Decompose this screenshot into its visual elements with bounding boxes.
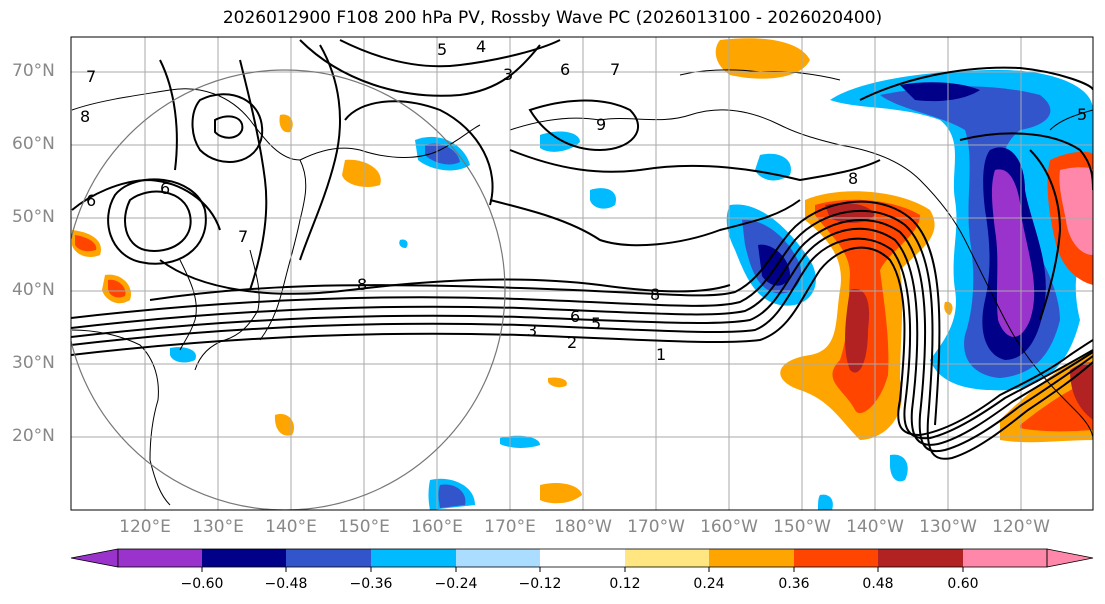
region-circle (71, 69, 506, 510)
contour-label: 3 (527, 321, 537, 340)
lon-label: 170°W (627, 517, 685, 537)
lat-label: 70°N (12, 61, 55, 81)
plot-frame (70, 36, 1094, 511)
map-title: 2026012900 F108 200 hPa PV, Rossby Wave … (222, 8, 883, 28)
contour-label: 8 (848, 169, 858, 188)
colorbar-tick-label: 0.60 (947, 576, 979, 592)
lat-label: 20°N (12, 426, 55, 446)
colorbar-segment (456, 549, 540, 567)
lon-label: 130°E (192, 517, 244, 537)
colorbar-segment (709, 549, 794, 567)
contour-label: 6 (560, 60, 570, 79)
contour-label: 8 (357, 275, 367, 294)
contour-label: 6 (160, 179, 170, 198)
contour-label: 6 (86, 191, 96, 210)
lat-label: 60°N (12, 134, 55, 154)
colorbar-segment (371, 549, 456, 567)
colorbar-segment (540, 549, 625, 567)
contour-label: 5 (437, 40, 447, 59)
lon-label: 150°W (773, 517, 831, 537)
contour-label: 9 (596, 115, 606, 134)
colorbar-tick-label: 0.12 (609, 576, 641, 592)
lon-label: 120°W (992, 517, 1050, 537)
lon-label: 170°E (484, 517, 536, 537)
colorbar-tick-label: −0.60 (180, 576, 224, 592)
lon-label: 160°E (411, 517, 463, 537)
colorbar (70, 548, 1094, 572)
lat-label: 40°N (12, 280, 55, 300)
colorbar-segment (794, 549, 878, 567)
positive-anomaly-central (780, 191, 935, 440)
contour-label: 1 (656, 345, 666, 364)
colorbar-tick-label: −0.12 (518, 576, 562, 592)
colorbar-extend-right (1046, 548, 1094, 568)
lon-label: 140°E (265, 517, 317, 537)
contour-label: 3 (503, 65, 513, 84)
colorbar-segment (202, 549, 286, 567)
coastlines (71, 69, 1093, 506)
colorbar-segment (625, 549, 709, 567)
colorbar-segment (878, 549, 963, 567)
colorbar-tick-label: 0.36 (778, 576, 810, 592)
lat-label: 50°N (12, 207, 55, 227)
lon-label: 140°W (846, 517, 904, 537)
contour-label: 8 (80, 107, 90, 126)
lon-label: 120°E (119, 517, 171, 537)
colorbar-frame (117, 548, 1048, 568)
colorbar-segment (286, 549, 371, 567)
contour-label: 7 (86, 67, 96, 86)
colorbar-segment (118, 549, 202, 567)
colorbar-tick-label: −0.36 (349, 576, 393, 592)
lon-label: 130°W (919, 517, 977, 537)
contour-label: 4 (476, 37, 486, 56)
contour-label: 5 (1077, 105, 1087, 124)
contour-label-group: 1 2 3 5 6 8 8 8 9 7 6 5 4 3 6 6 7 8 5 7 (80, 37, 1087, 364)
colorbar-segment (963, 549, 1047, 567)
pv-contours (71, 39, 1093, 460)
colorbar-tick-label: 0.24 (693, 576, 725, 592)
colorbar-tick-label: −0.48 (264, 576, 308, 592)
small-anomalies (72, 38, 953, 510)
contour-label: 8 (650, 285, 660, 304)
colorbar-tick-label: 0.48 (862, 576, 894, 592)
contour-label: 7 (610, 60, 620, 79)
contour-label: 6 (570, 307, 580, 326)
contour-label: 5 (591, 314, 601, 333)
lon-label: 150°E (338, 517, 390, 537)
lon-label: 180°W (554, 517, 612, 537)
contour-label: 2 (567, 333, 577, 352)
colorbar-tick-label: −0.24 (434, 576, 478, 592)
lat-label: 30°N (12, 353, 55, 373)
colorbar-extend-left (70, 548, 119, 568)
contour-label: 7 (238, 227, 248, 246)
lon-label: 160°W (700, 517, 758, 537)
